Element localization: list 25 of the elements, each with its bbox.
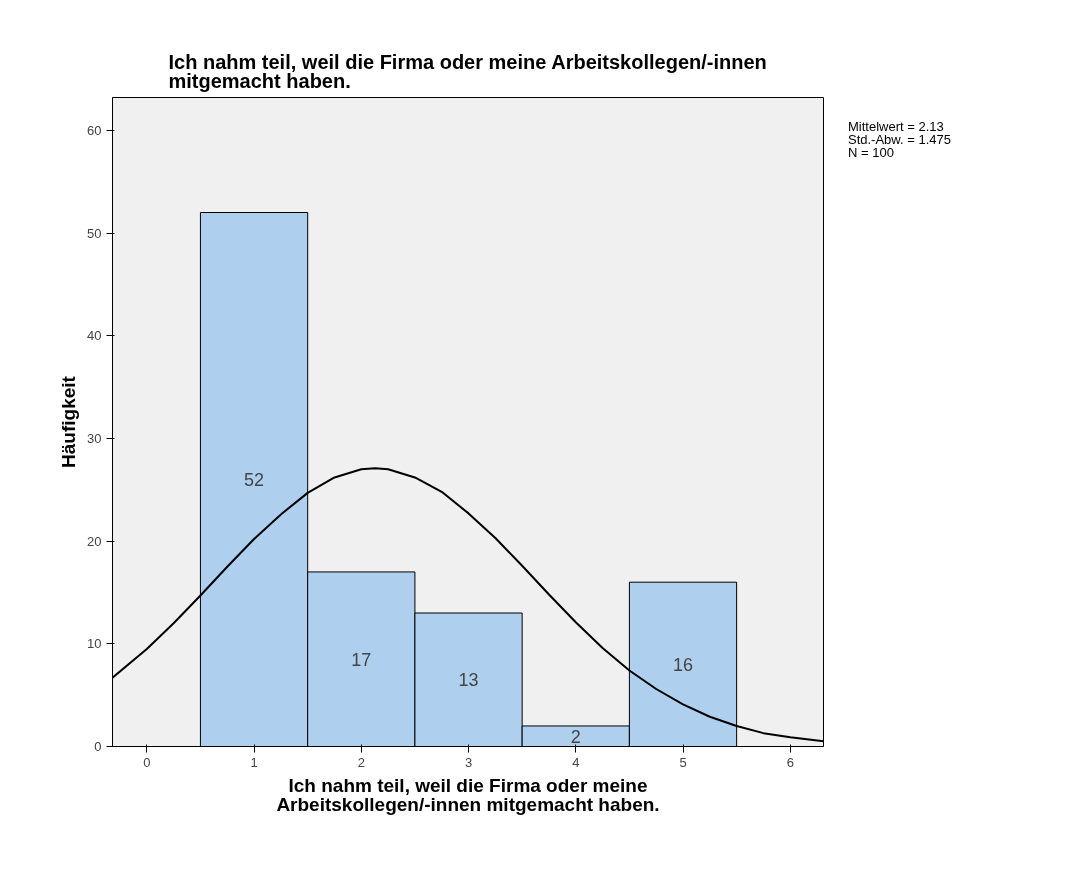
y-tick-label: 30	[87, 430, 102, 446]
x-axis-title: Ich nahm teil, weil die Firma oder meine Arbeitskollegen/-innen mitgemacht haben.	[168, 50, 767, 93]
y-tick-label: 20	[87, 533, 102, 549]
y-tick-label: 40	[87, 328, 102, 344]
y-tick-label: 60	[87, 122, 102, 138]
text: Ich nahm teil, weil die Firma oder meine Arbeitskollegen/-innen mitgemacht haben.	[276, 774, 660, 816]
y-tick-label: 10	[87, 636, 102, 652]
x-tick-label: 3	[464, 754, 473, 770]
x-tick-label: 2	[357, 754, 365, 770]
data-label: 52	[244, 470, 265, 491]
data-label: 17	[351, 649, 372, 670]
data-label: 2	[570, 726, 581, 747]
x-tick-label: 1	[250, 754, 258, 770]
x-tick-label: 0	[143, 754, 151, 770]
data-label: 16	[673, 654, 694, 675]
y-axis-title: Häufigkeit	[58, 375, 80, 468]
text: Std.-Abw. = 1.475	[848, 132, 951, 147]
x-tick-label: 6	[786, 754, 794, 770]
data-label: 13	[458, 670, 479, 691]
y-tick-label: 0	[94, 739, 102, 754]
text: N = 100	[848, 145, 894, 160]
x-tick-label: 4	[572, 754, 580, 770]
y-tick-label: 50	[87, 225, 102, 241]
x-tick-label: 5	[679, 754, 687, 770]
text: Mittelwert = 2.13	[848, 119, 944, 134]
